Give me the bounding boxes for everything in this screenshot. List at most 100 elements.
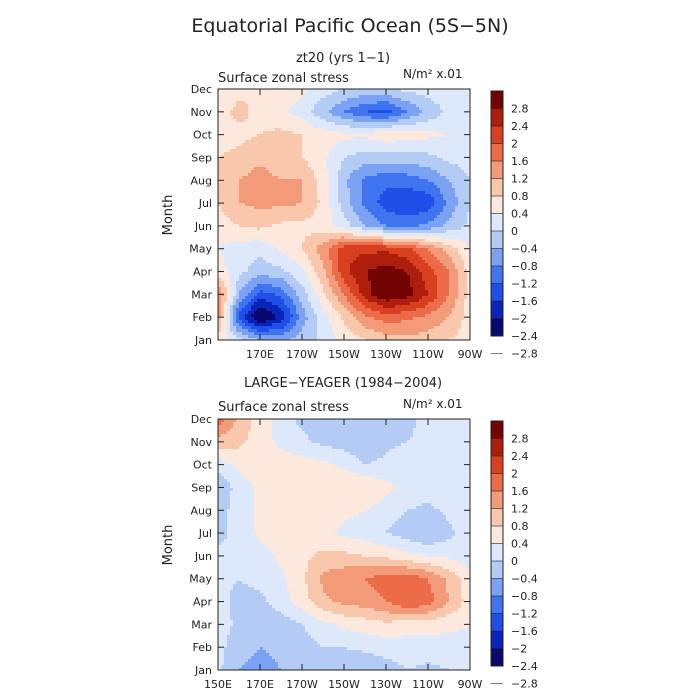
y-tick-label: Aug bbox=[191, 174, 212, 187]
colorbar-label: 0 bbox=[511, 555, 518, 568]
x-tick-label: 110W bbox=[412, 348, 444, 361]
contour-field bbox=[218, 89, 470, 340]
colorbar-swatch bbox=[491, 648, 503, 667]
colorbar-swatch bbox=[491, 178, 503, 197]
y-tick-label: Nov bbox=[191, 106, 213, 119]
y-tick-label: Jan bbox=[194, 334, 212, 347]
colorbar-swatch bbox=[491, 596, 503, 614]
units-label: N/m² x.01 bbox=[403, 397, 463, 411]
colorbar-swatch bbox=[491, 301, 503, 319]
y-tick-label: May bbox=[189, 243, 212, 256]
colorbar-label: 2 bbox=[511, 468, 518, 481]
colorbar-label: −2.4 bbox=[511, 330, 538, 343]
x-tick-label: 150W bbox=[328, 348, 360, 361]
colorbar-label: 1.2 bbox=[511, 173, 529, 186]
y-tick-label: Oct bbox=[193, 129, 213, 142]
colorbar-label: 0.8 bbox=[511, 520, 529, 533]
colorbar-swatch bbox=[491, 631, 503, 649]
colorbar-label: −0.8 bbox=[511, 590, 538, 603]
y-tick-label: Jul bbox=[198, 527, 212, 540]
colorbar-swatch bbox=[491, 508, 503, 527]
colorbar-swatch bbox=[491, 108, 503, 127]
colorbar-label: 2.4 bbox=[511, 120, 529, 133]
colorbar-label: 2.8 bbox=[511, 103, 529, 116]
y-tick-label: Sep bbox=[191, 481, 212, 494]
y-axis-label: Month bbox=[161, 195, 176, 236]
colorbar-swatch bbox=[491, 526, 503, 544]
colorbar-label: 1.2 bbox=[511, 503, 529, 516]
figure-title: Equatorial Pacific Ocean (5S−5N) bbox=[191, 15, 508, 37]
colorbar-swatch bbox=[491, 421, 503, 439]
colorbar-label: −2 bbox=[511, 643, 527, 656]
x-tick-label: 110W bbox=[412, 678, 444, 691]
y-tick-label: Dec bbox=[191, 83, 212, 96]
colorbar-swatch bbox=[491, 318, 503, 337]
colorbar-label: −1.2 bbox=[511, 278, 538, 291]
x-tick-label: 170E bbox=[246, 678, 274, 691]
y-axis: Jan Feb Mar Apr May Jun Jul Aug Sep Oct Nov Dec bbox=[189, 83, 470, 347]
colorbar-label: 1.6 bbox=[511, 155, 529, 168]
colorbar-swatch bbox=[491, 473, 503, 492]
x-tick-label: 150W bbox=[328, 678, 360, 691]
y-tick-label: Jun bbox=[194, 220, 212, 233]
colorbar: 2.8 2.4 2 1.6 1.2 0.8 0.4 0 −0.4 −0.8 −1.2 −1.6 −2 −2… bbox=[490, 420, 538, 691]
y-tick-label: May bbox=[189, 573, 212, 586]
y-axis-label: Month bbox=[161, 525, 176, 566]
colorbar-swatch bbox=[491, 213, 503, 232]
colorbar-label: 2 bbox=[511, 138, 518, 151]
colorbar-label: 0.8 bbox=[511, 190, 529, 203]
variable-label: Surface zonal stress bbox=[218, 71, 349, 86]
panel-model: zt20 (yrs 1−1) Surface zonal stress N/m²… bbox=[161, 51, 538, 361]
colorbar-swatch bbox=[491, 561, 503, 579]
colorbar-swatch bbox=[491, 456, 503, 474]
colorbar-swatch bbox=[491, 143, 503, 162]
y-tick-label: Dec bbox=[191, 413, 212, 426]
colorbar-swatch bbox=[491, 126, 503, 144]
y-tick-label: Apr bbox=[193, 596, 213, 609]
y-tick-label: Feb bbox=[193, 311, 212, 324]
y-tick-label: Jan bbox=[194, 664, 212, 677]
x-tick-label: 150E bbox=[204, 678, 232, 691]
panel-title: zt20 (yrs 1−1) bbox=[296, 51, 390, 66]
colorbar-label: 2.8 bbox=[511, 433, 529, 446]
contour-field bbox=[218, 419, 470, 670]
x-tick-label: 130W bbox=[370, 678, 402, 691]
x-axis: 150E 170E 170W 150W 130W 110W 90W bbox=[204, 419, 483, 691]
colorbar: 2.8 2.4 2 1.6 1.2 0.8 0.4 0 −0.4 −0.8 −1.2 −1.6 −2 −2… bbox=[490, 90, 538, 361]
colorbar-label: −2.8 bbox=[511, 678, 538, 691]
y-tick-label: Aug bbox=[191, 504, 212, 517]
colorbar-swatch bbox=[491, 578, 503, 597]
y-axis: Jan Feb Mar Apr May Jun Jul Aug Sep Oct Nov Dec bbox=[189, 413, 470, 677]
y-tick-label: Jul bbox=[198, 197, 212, 210]
y-tick-label: Apr bbox=[193, 266, 213, 279]
colorbar-swatch bbox=[491, 283, 503, 302]
x-tick-label: 90W bbox=[458, 348, 483, 361]
colorbar-label: 2.4 bbox=[511, 450, 529, 463]
y-tick-label: Nov bbox=[191, 436, 213, 449]
colorbar-label: −1.6 bbox=[511, 625, 538, 638]
colorbar-swatch bbox=[491, 248, 503, 267]
colorbar-label: −0.4 bbox=[511, 243, 538, 256]
colorbar-label: −0.8 bbox=[511, 260, 538, 273]
colorbar-label: 0 bbox=[511, 225, 518, 238]
colorbar-label: 0.4 bbox=[511, 208, 529, 221]
y-tick-label: Mar bbox=[191, 288, 212, 301]
panel-observed: LARGE−YEAGER (1984−2004) Surface zonal s… bbox=[161, 376, 538, 691]
colorbar-label: −1.6 bbox=[511, 295, 538, 308]
colorbar-swatch bbox=[491, 543, 503, 562]
colorbar-label: −1.2 bbox=[511, 608, 538, 621]
colorbar-label: −2 bbox=[511, 313, 527, 326]
y-tick-label: Sep bbox=[191, 151, 212, 164]
colorbar-label: −0.4 bbox=[511, 573, 538, 586]
x-tick-label: 130W bbox=[370, 348, 402, 361]
colorbar-swatch bbox=[491, 161, 503, 179]
colorbar-swatch bbox=[491, 613, 503, 632]
x-tick-label: 90W bbox=[458, 678, 483, 691]
colorbar-label: 1.6 bbox=[511, 485, 529, 498]
x-tick-label: 170E bbox=[246, 348, 274, 361]
panel-title: LARGE−YEAGER (1984−2004) bbox=[244, 376, 442, 391]
x-tick-label: 170W bbox=[286, 678, 318, 691]
colorbar-swatch bbox=[491, 91, 503, 109]
colorbar-label: 0.4 bbox=[511, 538, 529, 551]
